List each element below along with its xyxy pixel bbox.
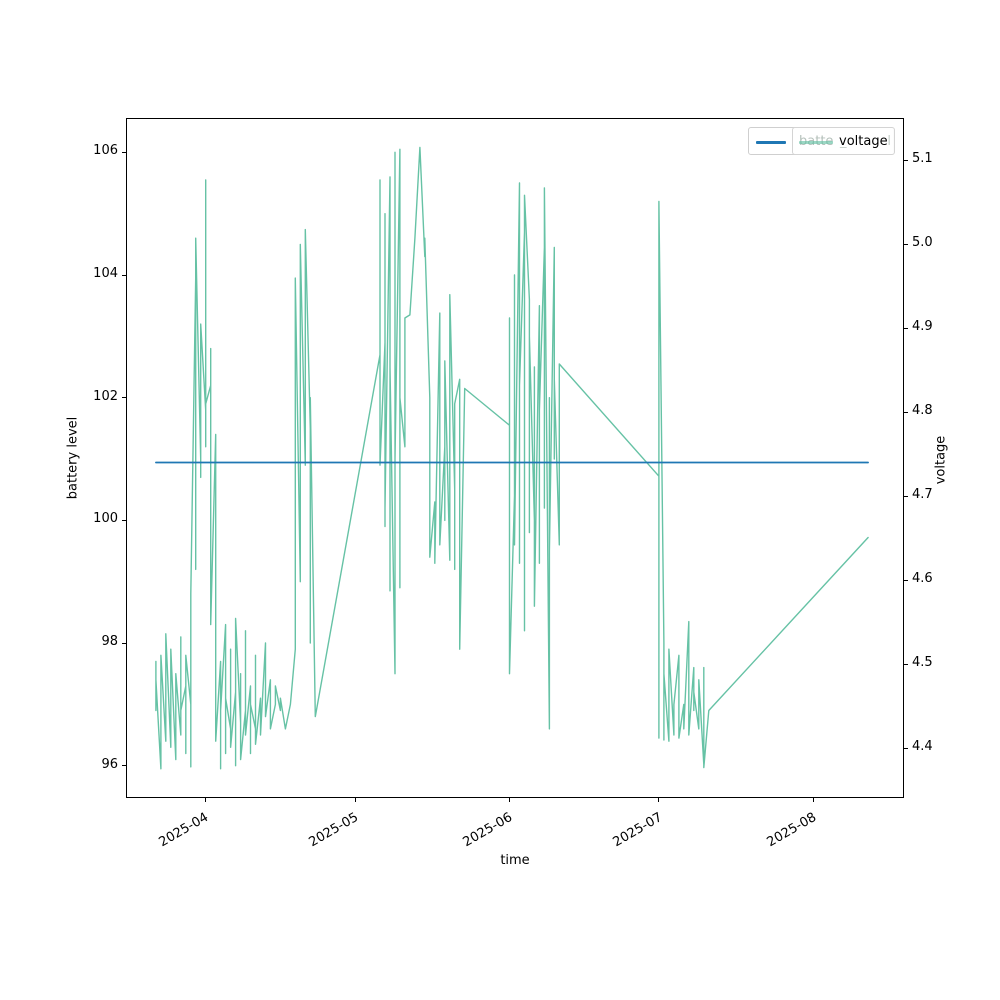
y-right-tick-mark (904, 747, 908, 749)
y-left-tick-label: 96 (101, 756, 118, 772)
y-left-tick-label: 100 (93, 511, 118, 527)
x-tick-label: 2025-07 (610, 810, 665, 851)
y-left-tick-label: 104 (93, 266, 118, 282)
x-tick-label: 2025-06 (460, 810, 516, 851)
y-right-tick-label: 4.4 (912, 739, 933, 755)
battery-series-line (155, 146, 869, 770)
x-tick-label: 2025-08 (764, 810, 820, 851)
x-tick-mark (812, 798, 814, 802)
y-axis-label-left: battery level (65, 416, 81, 500)
y-axis-label-right: voltage (933, 435, 949, 485)
legend-battery-level: battery_level _ l voltage (748, 127, 895, 155)
y-left-tick-label: 102 (93, 388, 118, 404)
legend-voltage-handle-line (799, 141, 833, 144)
y-left-tick-mark (122, 765, 126, 767)
x-tick-label: 2025-05 (306, 810, 361, 851)
legend-hidden-underscore: _ (840, 134, 847, 149)
x-tick-mark (205, 798, 207, 802)
y-left-tick-mark (122, 274, 126, 276)
x-tick-mark (354, 798, 356, 802)
x-tick-mark (658, 798, 660, 802)
y-left-tick-label: 98 (101, 634, 118, 650)
y-right-tick-label: 4.8 (912, 403, 933, 419)
y-left-tick-label: 106 (93, 143, 118, 159)
y-right-tick-label: 4.9 (912, 319, 933, 335)
y-right-tick-mark (904, 495, 908, 497)
y-right-tick-label: 5.0 (912, 235, 933, 251)
y-right-tick-mark (904, 663, 908, 665)
y-right-tick-mark (904, 579, 908, 581)
y-left-tick-mark (122, 397, 126, 399)
legend-voltage: battery_level _ l voltage (792, 127, 895, 155)
chart-canvas (155, 146, 869, 770)
y-right-tick-mark (904, 411, 908, 413)
y-right-tick-mark (904, 159, 908, 161)
x-tick-mark (509, 798, 511, 802)
y-left-tick-mark (122, 642, 126, 644)
y-right-tick-mark (904, 243, 908, 245)
legend-voltage-label: voltage (839, 134, 888, 149)
y-right-tick-label: 4.7 (912, 487, 933, 503)
x-axis-label: time (500, 853, 530, 868)
y-left-tick-mark (122, 519, 126, 521)
y-right-tick-label: 5.1 (912, 151, 933, 167)
y-right-tick-label: 4.5 (912, 655, 933, 671)
legend-hidden-trailing-l: l (887, 134, 891, 149)
x-tick-label: 2025-04 (156, 810, 212, 851)
y-right-tick-mark (904, 327, 908, 329)
legend-battery-handle-line (756, 141, 786, 144)
y-right-tick-label: 4.6 (912, 571, 933, 587)
y-left-tick-mark (122, 151, 126, 153)
